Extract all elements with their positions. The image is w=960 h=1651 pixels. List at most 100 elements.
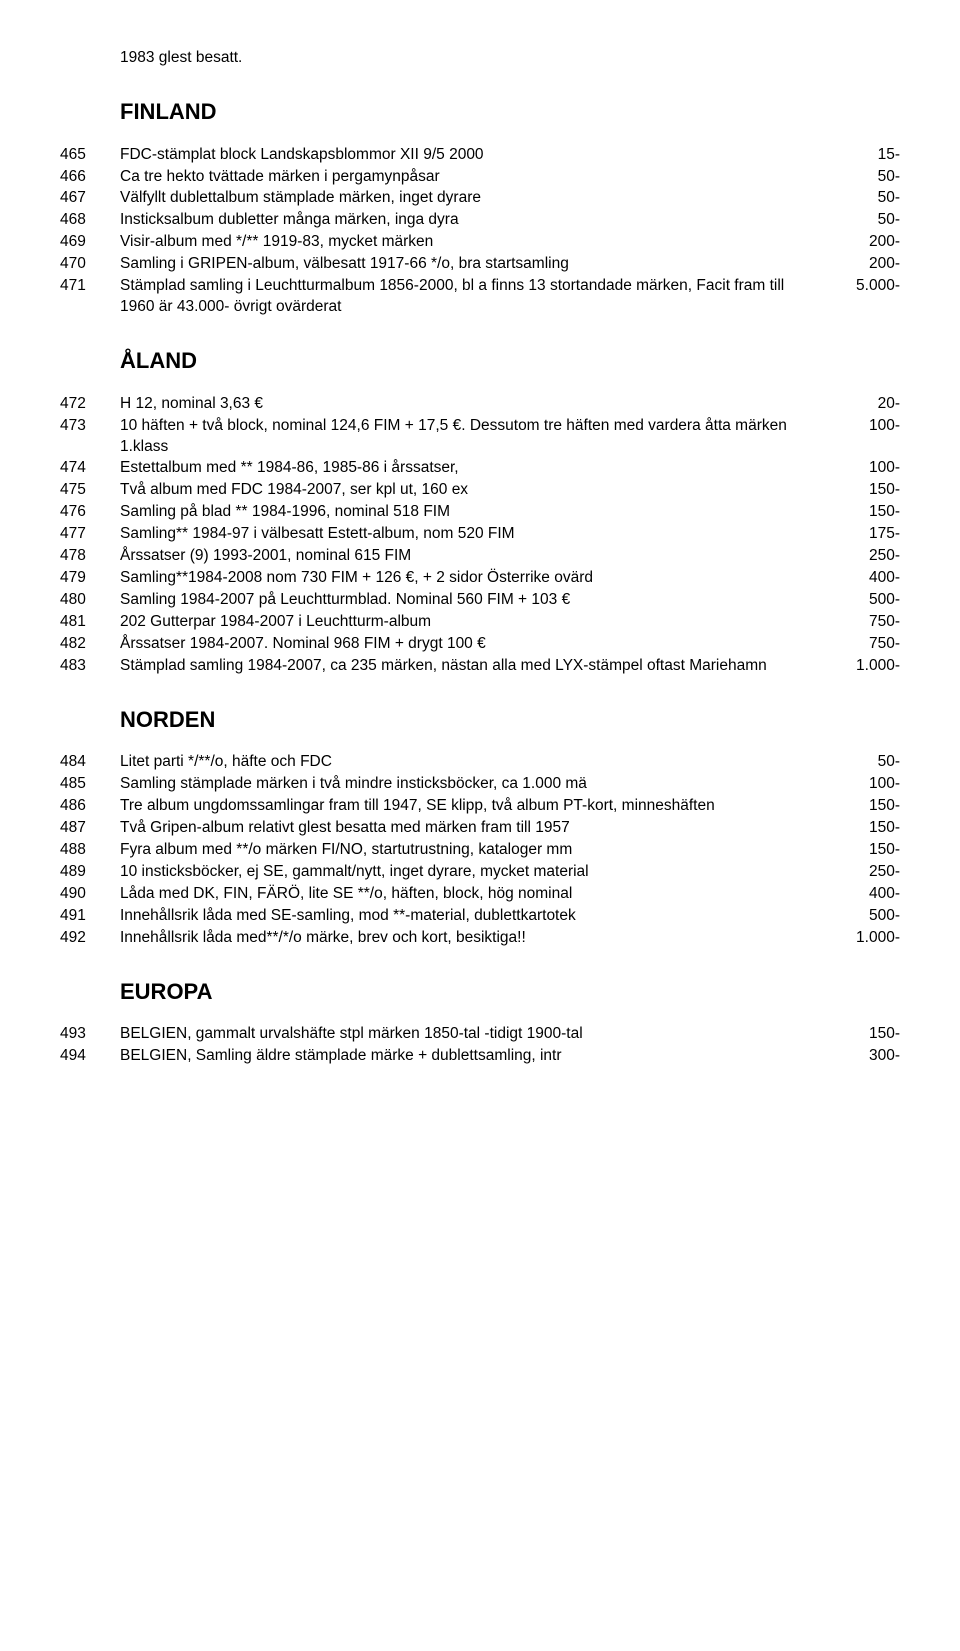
entry-number: 486: [60, 796, 120, 817]
entry-description: H 12, nominal 3,63 €: [120, 394, 820, 415]
entry-row: 47310 häften + två block, nominal 124,6 …: [60, 416, 900, 458]
entry-number: 473: [60, 416, 120, 437]
entry-row: 469Visir-album med */** 1919-83, mycket …: [60, 232, 900, 253]
section-heading: EUROPA: [120, 977, 900, 1007]
entry-description: Tre album ungdomssamlingar fram till 194…: [120, 796, 820, 817]
entry-row: 494BELGIEN, Samling äldre stämplade märk…: [60, 1046, 900, 1067]
entry-row: 466Ca tre hekto tvättade märken i pergam…: [60, 167, 900, 188]
entry-number: 475: [60, 480, 120, 501]
entry-description: Innehållsrik låda med SE-samling, mod **…: [120, 906, 820, 927]
entry-description: FDC-stämplat block Landskapsblommor XII …: [120, 145, 820, 166]
entry-row: 465FDC-stämplat block Landskapsblommor X…: [60, 145, 900, 166]
entry-row: 483Stämplad samling 1984-2007, ca 235 mä…: [60, 656, 900, 677]
entry-description: Samling**1984-2008 nom 730 FIM + 126 €, …: [120, 568, 820, 589]
entry-description: Ca tre hekto tvättade märken i pergamynp…: [120, 167, 820, 188]
entry-description: BELGIEN, gammalt urvalshäfte stpl märken…: [120, 1024, 820, 1045]
entry-description: Estettalbum med ** 1984-86, 1985-86 i år…: [120, 458, 820, 479]
entry-row: 472H 12, nominal 3,63 €20-: [60, 394, 900, 415]
entry-description: Insticksalbum dubletter många märken, in…: [120, 210, 820, 231]
entry-number: 465: [60, 145, 120, 166]
entry-price: 500-: [820, 590, 900, 611]
entry-number: 494: [60, 1046, 120, 1067]
entry-row: 476Samling på blad ** 1984-1996, nominal…: [60, 502, 900, 523]
entry-description: Samling** 1984-97 i välbesatt Estett-alb…: [120, 524, 820, 545]
entry-number: 468: [60, 210, 120, 231]
entry-price: 250-: [820, 862, 900, 883]
entry-price: 20-: [820, 394, 900, 415]
entry-description: Stämplad samling i Leuchtturmalbum 1856-…: [120, 276, 820, 318]
entry-row: 485Samling stämplade märken i två mindre…: [60, 774, 900, 795]
entry-row: 488Fyra album med **/o märken FI/NO, sta…: [60, 840, 900, 861]
entry-price: 150-: [820, 502, 900, 523]
entry-description: 10 insticksböcker, ej SE, gammalt/nytt, …: [120, 862, 820, 883]
entry-price: 1.000-: [820, 656, 900, 677]
entry-row: 480Samling 1984-2007 på Leuchtturmblad. …: [60, 590, 900, 611]
entry-price: 100-: [820, 416, 900, 437]
entry-price: 50-: [820, 752, 900, 773]
entry-number: 488: [60, 840, 120, 861]
entry-number: 476: [60, 502, 120, 523]
entry-number: 484: [60, 752, 120, 773]
entry-price: 150-: [820, 840, 900, 861]
entry-list: 465FDC-stämplat block Landskapsblommor X…: [60, 145, 900, 318]
entry-description: 202 Gutterpar 1984-2007 i Leuchtturm-alb…: [120, 612, 820, 633]
entry-row: 486Tre album ungdomssamlingar fram till …: [60, 796, 900, 817]
entry-row: 487Två Gripen-album relativt glest besat…: [60, 818, 900, 839]
entry-price: 15-: [820, 145, 900, 166]
entry-price: 200-: [820, 232, 900, 253]
entry-number: 482: [60, 634, 120, 655]
entry-price: 400-: [820, 568, 900, 589]
entry-row: 471Stämplad samling i Leuchtturmalbum 18…: [60, 276, 900, 318]
entry-description: Innehållsrik låda med**/*/o märke, brev …: [120, 928, 820, 949]
entry-row: 467Välfyllt dublettalbum stämplade märke…: [60, 188, 900, 209]
top-line: 1983 glest besatt.: [60, 48, 900, 69]
entry-row: 484Litet parti */**/o, häfte och FDC50-: [60, 752, 900, 773]
entry-number: 470: [60, 254, 120, 275]
entry-row: 477Samling** 1984-97 i välbesatt Estett-…: [60, 524, 900, 545]
entry-row: 492Innehållsrik låda med**/*/o märke, br…: [60, 928, 900, 949]
entry-row: 481202 Gutterpar 1984-2007 i Leuchtturm-…: [60, 612, 900, 633]
section-heading: NORDEN: [120, 705, 900, 735]
entry-description: Låda med DK, FIN, FÄRÖ, lite SE **/o, hä…: [120, 884, 820, 905]
entry-price: 750-: [820, 634, 900, 655]
entry-description: Två Gripen-album relativt glest besatta …: [120, 818, 820, 839]
entry-price: 300-: [820, 1046, 900, 1067]
entry-price: 175-: [820, 524, 900, 545]
entry-number: 466: [60, 167, 120, 188]
entry-row: 479Samling**1984-2008 nom 730 FIM + 126 …: [60, 568, 900, 589]
entry-price: 100-: [820, 458, 900, 479]
entry-description: Fyra album med **/o märken FI/NO, startu…: [120, 840, 820, 861]
entry-price: 100-: [820, 774, 900, 795]
entry-price: 250-: [820, 546, 900, 567]
entry-description: Välfyllt dublettalbum stämplade märken, …: [120, 188, 820, 209]
entry-description: Samling på blad ** 1984-1996, nominal 51…: [120, 502, 820, 523]
entry-number: 489: [60, 862, 120, 883]
entry-description: Årssatser 1984-2007. Nominal 968 FIM + d…: [120, 634, 820, 655]
entry-price: 150-: [820, 796, 900, 817]
entry-price: 1.000-: [820, 928, 900, 949]
section-heading: ÅLAND: [120, 346, 900, 376]
entry-price: 50-: [820, 167, 900, 188]
entry-description: 10 häften + två block, nominal 124,6 FIM…: [120, 416, 820, 458]
entry-row: 475Två album med FDC 1984-2007, ser kpl …: [60, 480, 900, 501]
entry-description: BELGIEN, Samling äldre stämplade märke +…: [120, 1046, 820, 1067]
entry-price: 150-: [820, 1024, 900, 1045]
entry-number: 487: [60, 818, 120, 839]
entry-list: 472H 12, nominal 3,63 €20-47310 häften +…: [60, 394, 900, 677]
section-heading: FINLAND: [120, 97, 900, 127]
entry-description: Visir-album med */** 1919-83, mycket mär…: [120, 232, 820, 253]
entry-list: 493BELGIEN, gammalt urvalshäfte stpl mär…: [60, 1024, 900, 1067]
entry-description: Litet parti */**/o, häfte och FDC: [120, 752, 820, 773]
entry-price: 500-: [820, 906, 900, 927]
entry-number: 480: [60, 590, 120, 611]
entry-list: 484Litet parti */**/o, häfte och FDC50-4…: [60, 752, 900, 948]
entry-row: 470Samling i GRIPEN-album, välbesatt 191…: [60, 254, 900, 275]
entry-price: 150-: [820, 480, 900, 501]
entry-price: 150-: [820, 818, 900, 839]
entry-price: 50-: [820, 188, 900, 209]
entry-row: 491Innehållsrik låda med SE-samling, mod…: [60, 906, 900, 927]
entry-row: 493BELGIEN, gammalt urvalshäfte stpl mär…: [60, 1024, 900, 1045]
entry-number: 491: [60, 906, 120, 927]
entry-price: 400-: [820, 884, 900, 905]
entry-description: Samling stämplade märken i två mindre in…: [120, 774, 820, 795]
